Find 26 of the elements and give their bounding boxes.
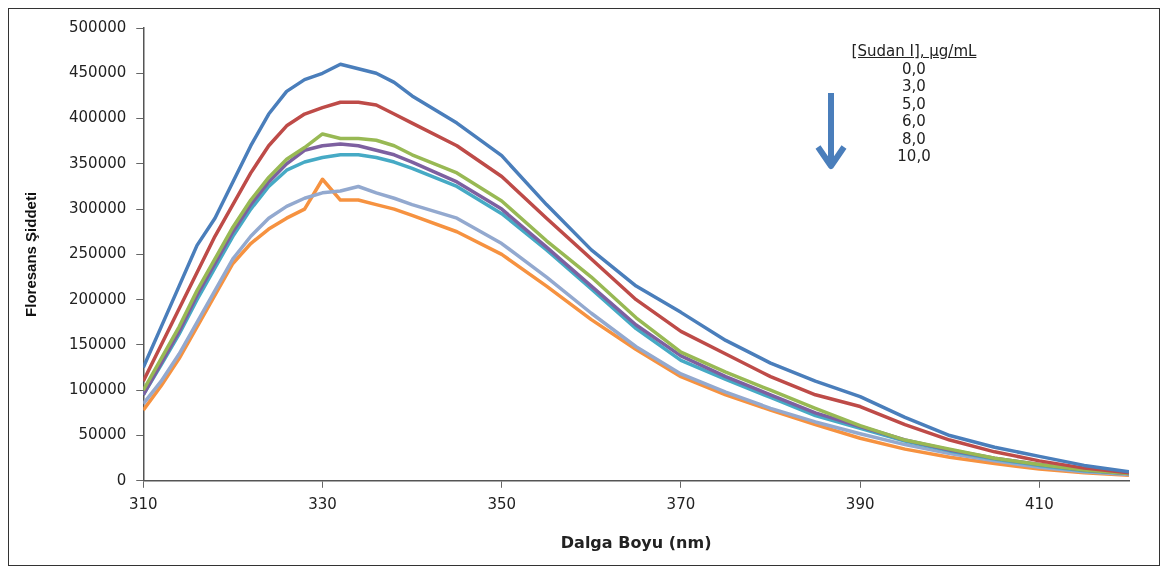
annotation: 5,0 xyxy=(901,94,927,113)
y-tick-label: 50000 xyxy=(78,425,127,444)
annotation: 10,0 xyxy=(896,147,932,166)
y-tick-label: 250000 xyxy=(69,244,127,263)
y-tick-label: 400000 xyxy=(69,108,127,127)
annotation: [Sudan I], μg/mL xyxy=(850,42,978,61)
y-tick-label: 0 xyxy=(116,470,127,489)
x-tick-label: 390 xyxy=(845,494,875,513)
y-tick-label: 150000 xyxy=(69,334,127,353)
y-tick-label: 100000 xyxy=(69,380,127,399)
y-axis-title: Floresans Şiddeti xyxy=(22,191,40,317)
annotation: 6,0 xyxy=(901,112,927,131)
annotation: 3,0 xyxy=(901,77,927,96)
y-tick-label: 500000 xyxy=(69,17,127,36)
y-tick-label: 200000 xyxy=(69,289,127,308)
x-tick-label: 370 xyxy=(666,494,696,513)
x-tick-label: 350 xyxy=(487,494,517,513)
x-tick-label: 310 xyxy=(128,494,158,513)
annotation: 0,0 xyxy=(901,59,927,78)
y-tick-label: 450000 xyxy=(69,63,127,82)
y-tick-label: 350000 xyxy=(69,153,127,172)
x-tick-label: 330 xyxy=(308,494,337,513)
annotation: 8,0 xyxy=(901,129,927,148)
x-tick-label: 410 xyxy=(1025,494,1054,513)
x-axis-title: Dalga Boyu (nm) xyxy=(560,532,712,552)
y-tick-label: 300000 xyxy=(69,199,127,218)
